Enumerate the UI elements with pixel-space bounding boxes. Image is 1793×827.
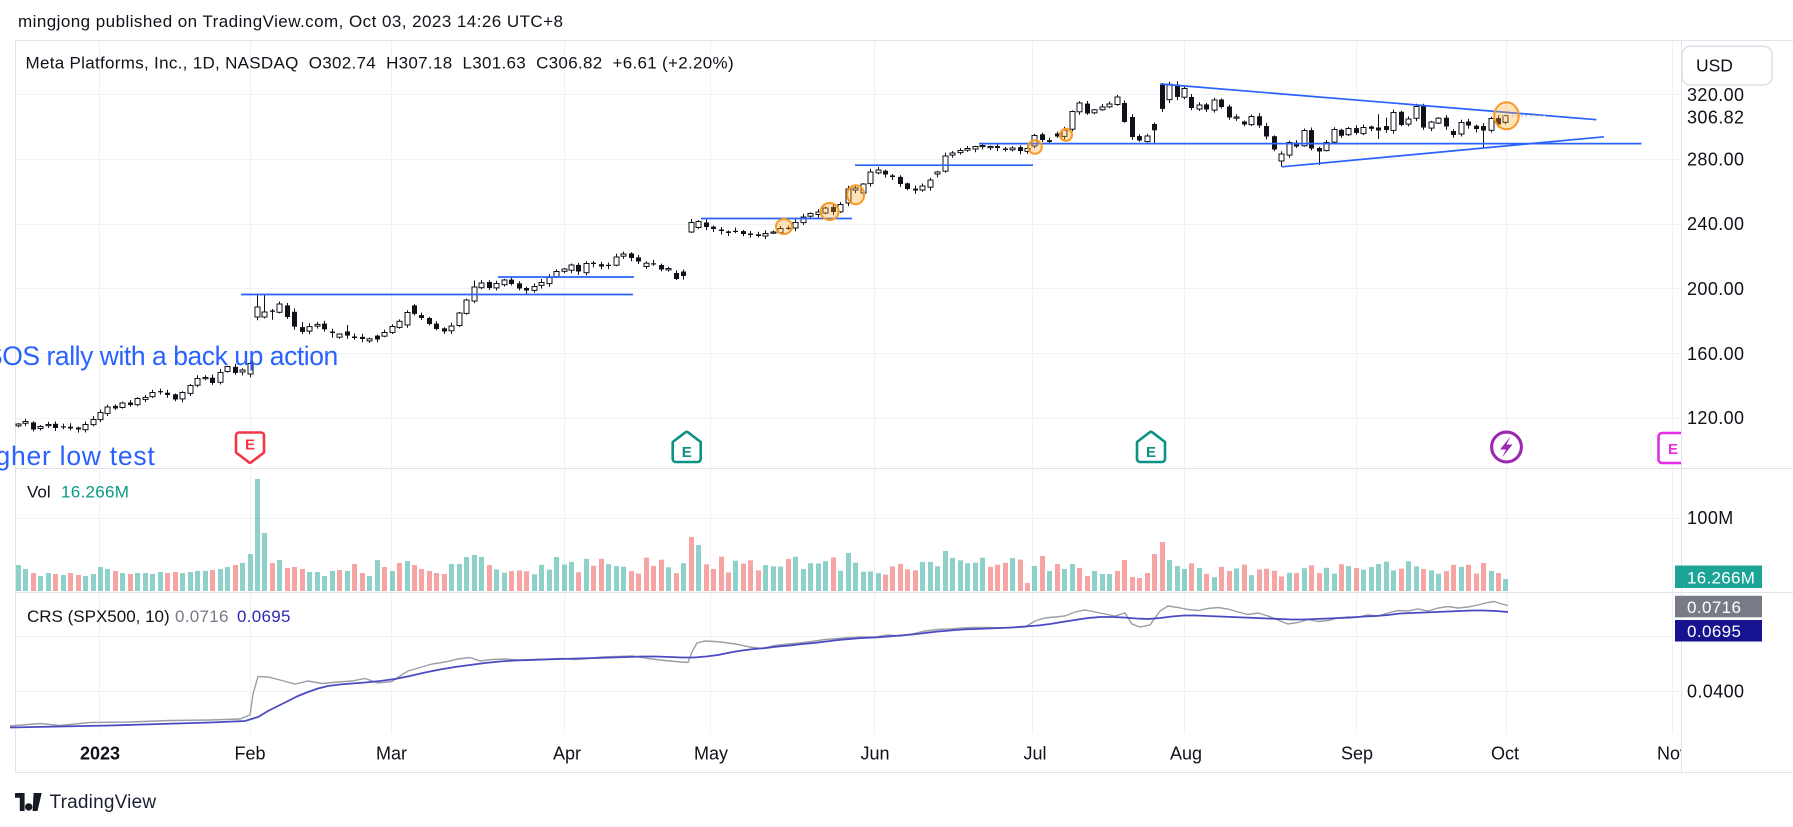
svg-text:E: E (245, 437, 255, 454)
svg-text:2023: 2023 (80, 744, 120, 764)
svg-text:E: E (682, 444, 692, 461)
svg-text:Oct: Oct (1491, 744, 1519, 764)
svg-text:Feb: Feb (234, 744, 265, 764)
svg-text:Nov: Nov (1657, 744, 1689, 764)
svg-text:Aug: Aug (1170, 744, 1202, 764)
svg-text:Sep: Sep (1341, 744, 1373, 764)
svg-text:SOS rally with a back up actio: SOS rally with a back up action (0, 341, 338, 371)
svg-text:mingjong published on TradingV: mingjong published on TradingView.com, O… (18, 12, 563, 31)
svg-text:Jun: Jun (860, 744, 889, 764)
svg-text:280.00: 280.00 (1687, 150, 1744, 170)
svg-text:Meta Platforms, Inc., 1D, NASD: Meta Platforms, Inc., 1D, NASDAQ O302.74… (26, 54, 734, 73)
svg-text:Jul: Jul (1023, 744, 1046, 764)
svg-text:USD: USD (1696, 56, 1733, 76)
svg-text:16.266M: 16.266M (61, 483, 129, 502)
svg-text:0.0695: 0.0695 (237, 607, 291, 626)
svg-text:200.00: 200.00 (1687, 279, 1744, 299)
svg-text:E: E (1668, 441, 1678, 458)
svg-text:TradingView: TradingView (50, 792, 157, 813)
svg-text:Apr: Apr (553, 744, 581, 764)
svg-text:16.266M: 16.266M (1687, 569, 1755, 588)
svg-text:306.82: 306.82 (1687, 108, 1744, 128)
svg-text:320.00: 320.00 (1687, 85, 1744, 105)
svg-text:240.00: 240.00 (1687, 214, 1744, 234)
svg-text:0.0716: 0.0716 (175, 607, 229, 626)
svg-text:Higher low test: Higher low test (0, 441, 156, 471)
svg-text:0.0695: 0.0695 (1687, 622, 1741, 641)
svg-text:Vol: Vol (27, 483, 51, 502)
svg-text:100M: 100M (1687, 508, 1734, 528)
svg-text:E: E (1146, 444, 1156, 461)
svg-text:May: May (694, 744, 728, 764)
svg-text:0.0400: 0.0400 (1687, 682, 1744, 702)
svg-text:0.0716: 0.0716 (1687, 598, 1741, 617)
svg-text:120.00: 120.00 (1687, 408, 1744, 428)
svg-text:Mar: Mar (376, 744, 407, 764)
svg-text:160.00: 160.00 (1687, 344, 1744, 364)
svg-text:CRS (SPX500, 10): CRS (SPX500, 10) (27, 607, 170, 626)
